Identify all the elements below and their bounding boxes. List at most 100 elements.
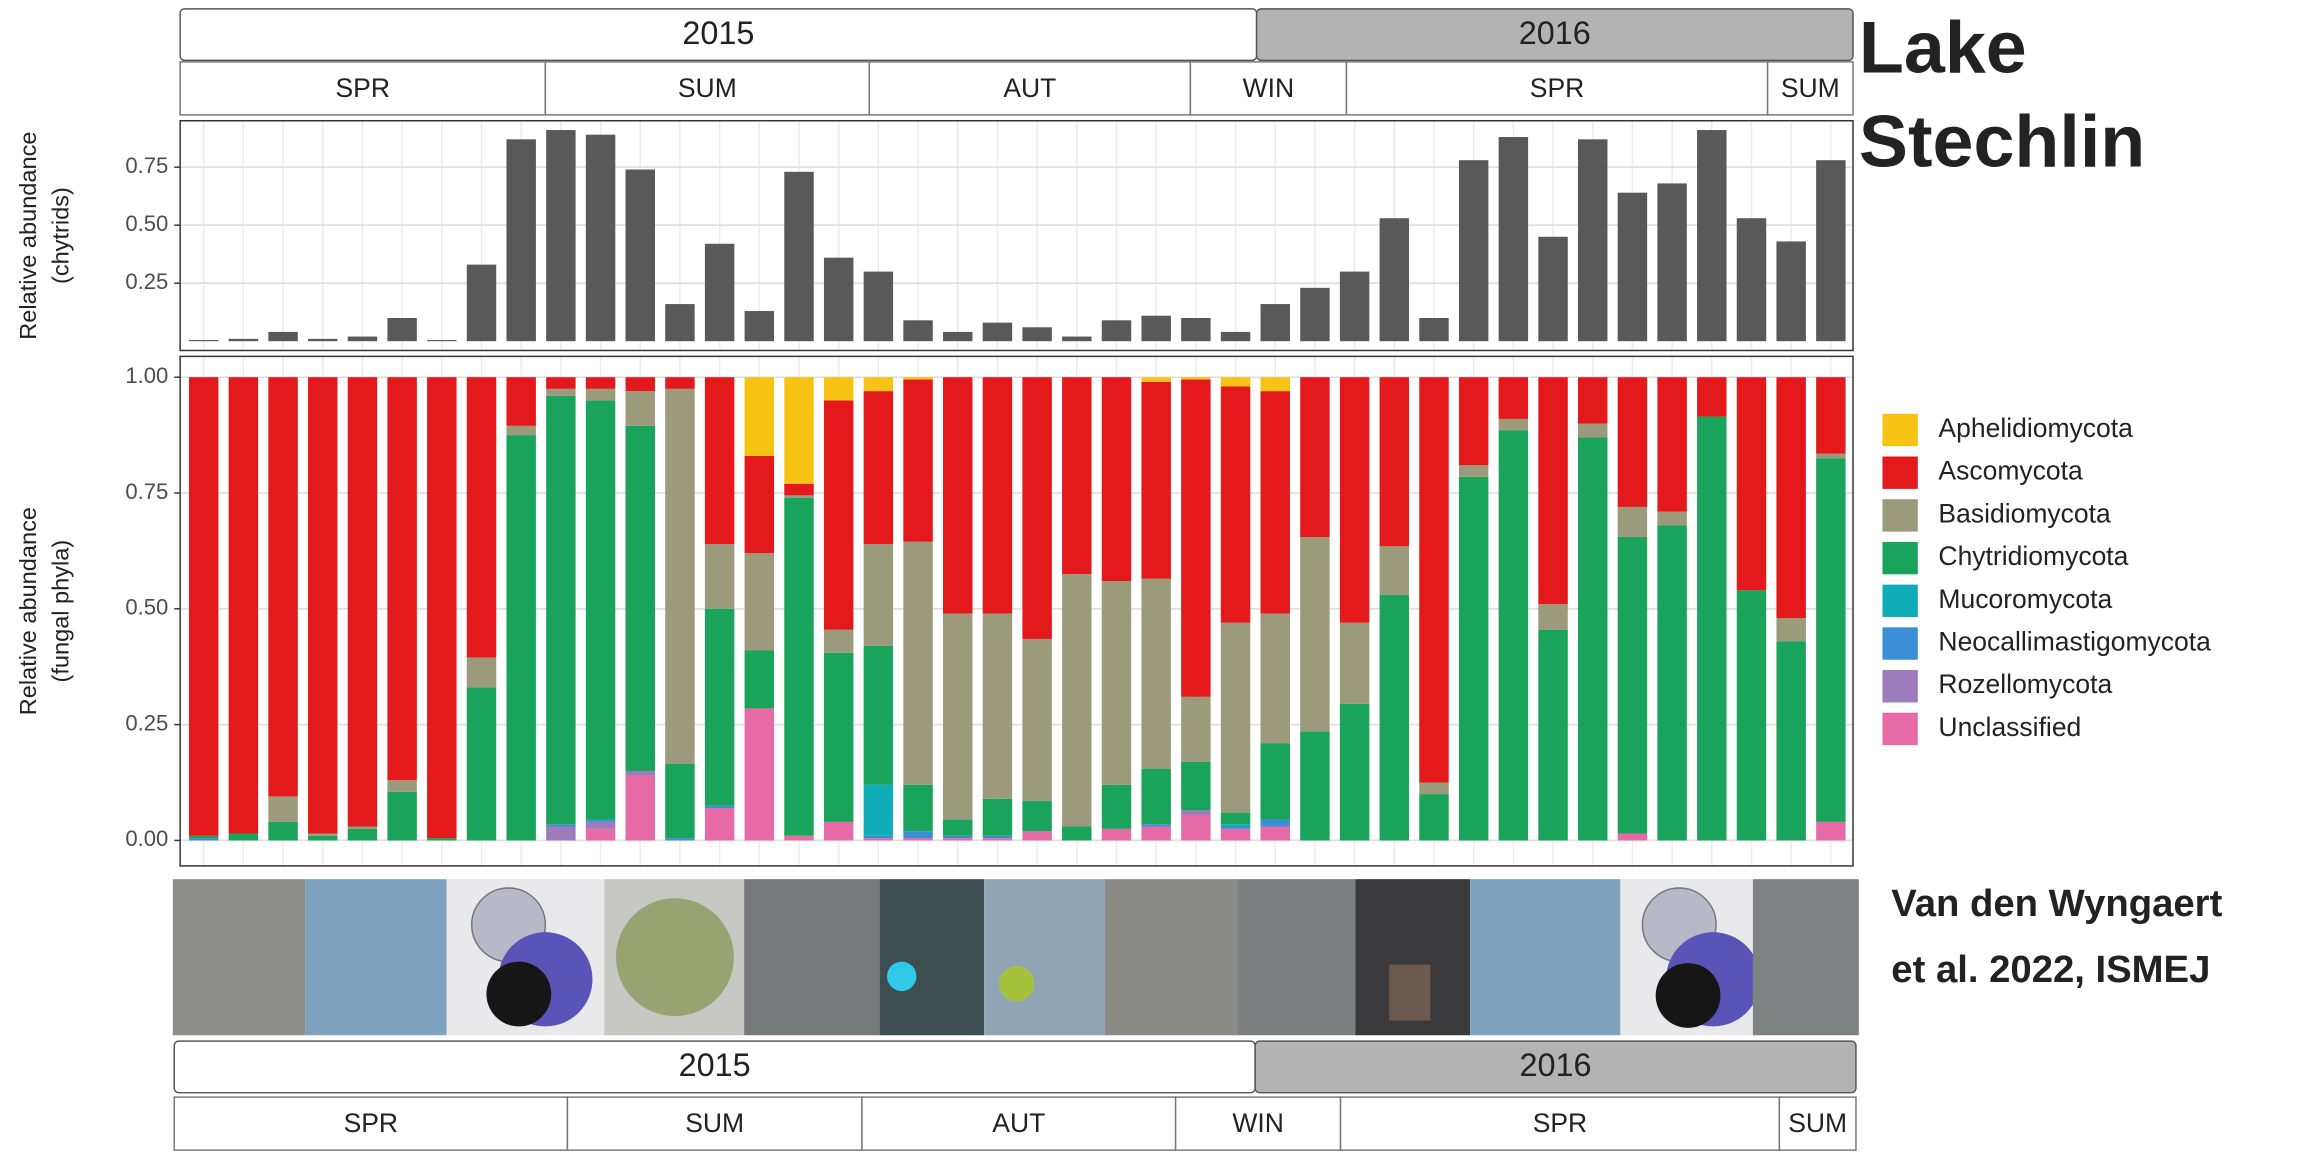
bar-segment (387, 377, 416, 780)
bar (1062, 337, 1091, 342)
bar-segment (943, 820, 972, 836)
bar-segment (1261, 613, 1290, 743)
bar-segment (1022, 377, 1051, 639)
bar-segment (824, 653, 853, 822)
y-tick-label: 0.00 (125, 826, 168, 851)
legend-label: Unclassified (1938, 712, 2081, 742)
bar (1221, 332, 1250, 341)
bar-segment (1499, 377, 1528, 419)
bar-segment (1578, 377, 1607, 423)
bar-segment (1380, 595, 1409, 840)
bar (1538, 237, 1567, 341)
bar (189, 340, 218, 341)
bar-segment (983, 799, 1012, 836)
bar-segment (308, 833, 337, 835)
bar-segment (1102, 377, 1131, 581)
citation: et al. 2022, ISMEJ (1891, 948, 2210, 991)
bar-segment (1419, 794, 1448, 840)
bar-segment (308, 836, 337, 841)
bar (546, 130, 575, 341)
bar-segment (1181, 762, 1210, 811)
bar-segment (903, 785, 932, 831)
bar-segment (665, 377, 694, 389)
bar-segment (1538, 630, 1567, 841)
bar-segment (983, 377, 1012, 613)
citation: Van den Wyngaert (1891, 882, 2222, 925)
bar-segment (546, 824, 575, 826)
season-label: SUM (685, 1108, 744, 1138)
season-label: SUM (678, 73, 737, 103)
bar-segment (1221, 824, 1250, 826)
bar (1657, 183, 1686, 341)
bar (1578, 139, 1607, 341)
bar-segment (1261, 743, 1290, 819)
bar-segment (1618, 377, 1647, 507)
bar-segment (1618, 833, 1647, 840)
bar-segment (1340, 704, 1369, 841)
bar-segment (1062, 827, 1091, 841)
legend-label: Aphelidiomycota (1938, 413, 2133, 443)
bar-segment (824, 822, 853, 841)
bar-segment (864, 836, 893, 838)
bar-segment (784, 377, 813, 484)
bar-segment (1141, 769, 1170, 825)
bar-segment (626, 776, 655, 841)
bar-segment (903, 380, 932, 542)
bar-segment (705, 544, 734, 609)
bar-segment (705, 377, 734, 544)
bar-segment (1261, 827, 1290, 841)
legend-label: Ascomycota (1938, 456, 2083, 486)
bar-segment (1499, 419, 1528, 431)
legend-swatch (1882, 713, 1917, 745)
legend-swatch (1882, 499, 1917, 531)
legend-swatch (1882, 542, 1917, 574)
bar (1102, 320, 1131, 341)
year-label: 2016 (1520, 1047, 1592, 1083)
bar-segment (1657, 377, 1686, 511)
bar-segment (1261, 377, 1290, 391)
y-axis-label: (fungal phyla) (48, 540, 74, 683)
bar-segment (229, 833, 258, 840)
year-label: 2015 (679, 1047, 751, 1083)
bar (1499, 137, 1528, 341)
y-axis-label: Relative abundance (15, 132, 41, 340)
bar (903, 320, 932, 341)
bar-segment (1499, 430, 1528, 840)
bar-segment (864, 785, 893, 836)
season-label: SUM (1788, 1108, 1847, 1138)
bar (1737, 218, 1766, 341)
bar-segment (506, 426, 535, 435)
bar (943, 332, 972, 341)
bar-segment (1776, 618, 1805, 641)
bar-segment (1261, 820, 1290, 827)
bar-segment (1221, 827, 1250, 829)
bar (586, 135, 615, 342)
bar-segment (1141, 827, 1170, 841)
bar-segment (1022, 831, 1051, 840)
bar-segment (1776, 641, 1805, 840)
bar-segment (348, 377, 377, 826)
bar-segment (546, 396, 575, 824)
bar-segment (268, 377, 297, 796)
bar-segment (1578, 424, 1607, 438)
bar-segment (705, 806, 734, 808)
bar-segment (864, 391, 893, 544)
year-label: 2016 (1519, 15, 1591, 51)
bar-segment (626, 771, 655, 776)
bar-segment (1221, 623, 1250, 813)
bar-segment (784, 498, 813, 836)
bar-segment (1181, 377, 1210, 379)
bar-segment (864, 646, 893, 785)
bar-segment (348, 827, 377, 829)
bar-segment (1300, 537, 1329, 732)
figure: Lake Stechlin Van den Wyngaert et al. 20… (0, 0, 2310, 1156)
bar (348, 337, 377, 342)
bar-segment (1459, 377, 1488, 465)
bar-segment (586, 829, 615, 841)
bar-segment (943, 377, 972, 613)
bar-segment (943, 836, 972, 838)
bar-segment (983, 613, 1012, 798)
bar-segment (626, 391, 655, 426)
bar-segment (1221, 386, 1250, 622)
bar (626, 169, 655, 341)
